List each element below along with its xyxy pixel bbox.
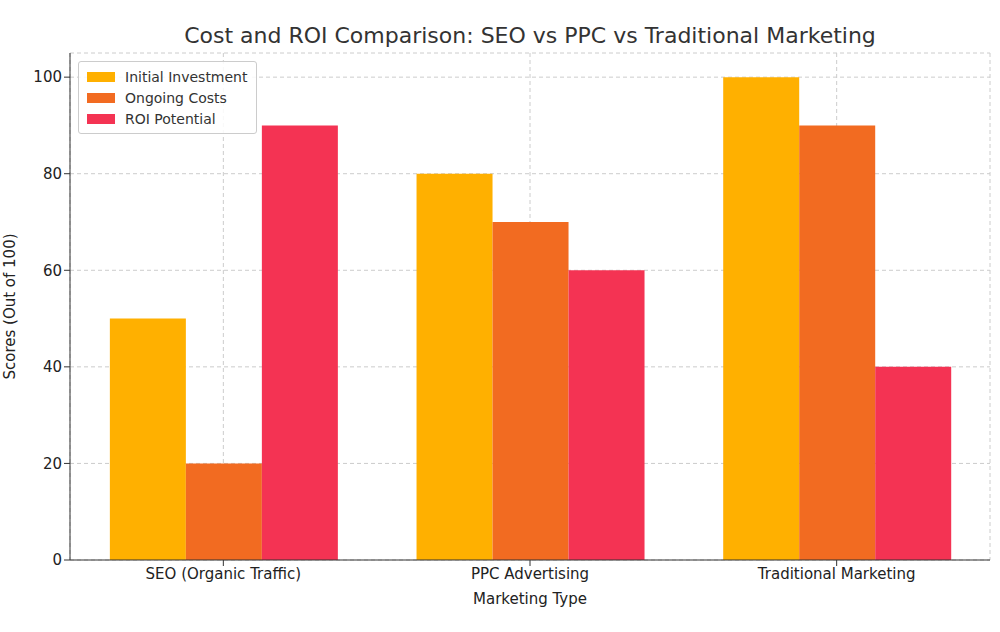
svg-text:80: 80	[43, 165, 62, 183]
html-text:Ongoing Costs: Ongoing Costs	[125, 89, 227, 106]
svg-text:60: 60	[43, 262, 62, 280]
html-text:ROI Potential: ROI Potential	[125, 110, 216, 127]
svg-text:40: 40	[43, 358, 62, 376]
svg-text:Scores (Out of 100): Scores (Out of 100)	[8, 233, 19, 379]
svg-text:Marketing Type: Marketing Type	[473, 590, 587, 608]
svg-text:20: 20	[43, 455, 62, 473]
svg-text:100: 100	[33, 68, 62, 86]
svg-text:SEO (Organic Traffic): SEO (Organic Traffic)	[146, 565, 301, 583]
svg-text:Traditional Marketing: Traditional Marketing	[757, 565, 916, 583]
svg-text:0: 0	[52, 551, 62, 569]
html-text:Initial Investment: Initial Investment	[125, 68, 248, 85]
svg-text:PPC Advertising: PPC Advertising	[471, 565, 589, 583]
html-text:Cost and ROI Comparison: SEO v: Cost and ROI Comparison: SEO vs PPC vs T…	[184, 23, 876, 48]
